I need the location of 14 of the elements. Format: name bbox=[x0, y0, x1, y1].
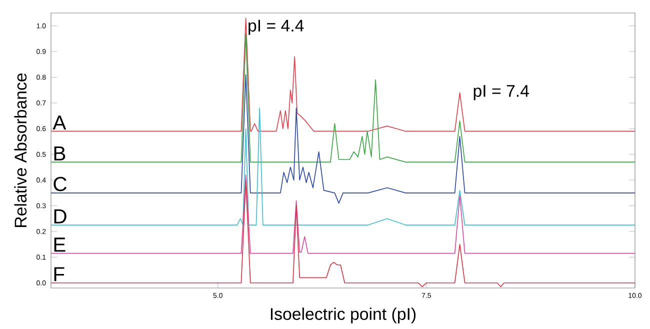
series-label: A bbox=[52, 116, 66, 130]
line-series bbox=[50, 74, 636, 204]
line-series bbox=[50, 33, 636, 162]
annotation: pI = 7.4 bbox=[474, 85, 529, 100]
y-axis-title: Relative Absorbance bbox=[14, 73, 27, 227]
x-axis-title: Isoelectric point (pI) bbox=[270, 308, 416, 324]
line-series bbox=[50, 174, 636, 254]
line-series bbox=[50, 108, 636, 226]
series-label: D bbox=[54, 209, 66, 224]
annotation: pI = 4.4 bbox=[248, 20, 304, 35]
series-label: F bbox=[54, 267, 64, 282]
series-label: C bbox=[54, 176, 67, 192]
series-label: E bbox=[54, 238, 66, 252]
series-label: B bbox=[54, 146, 66, 160]
